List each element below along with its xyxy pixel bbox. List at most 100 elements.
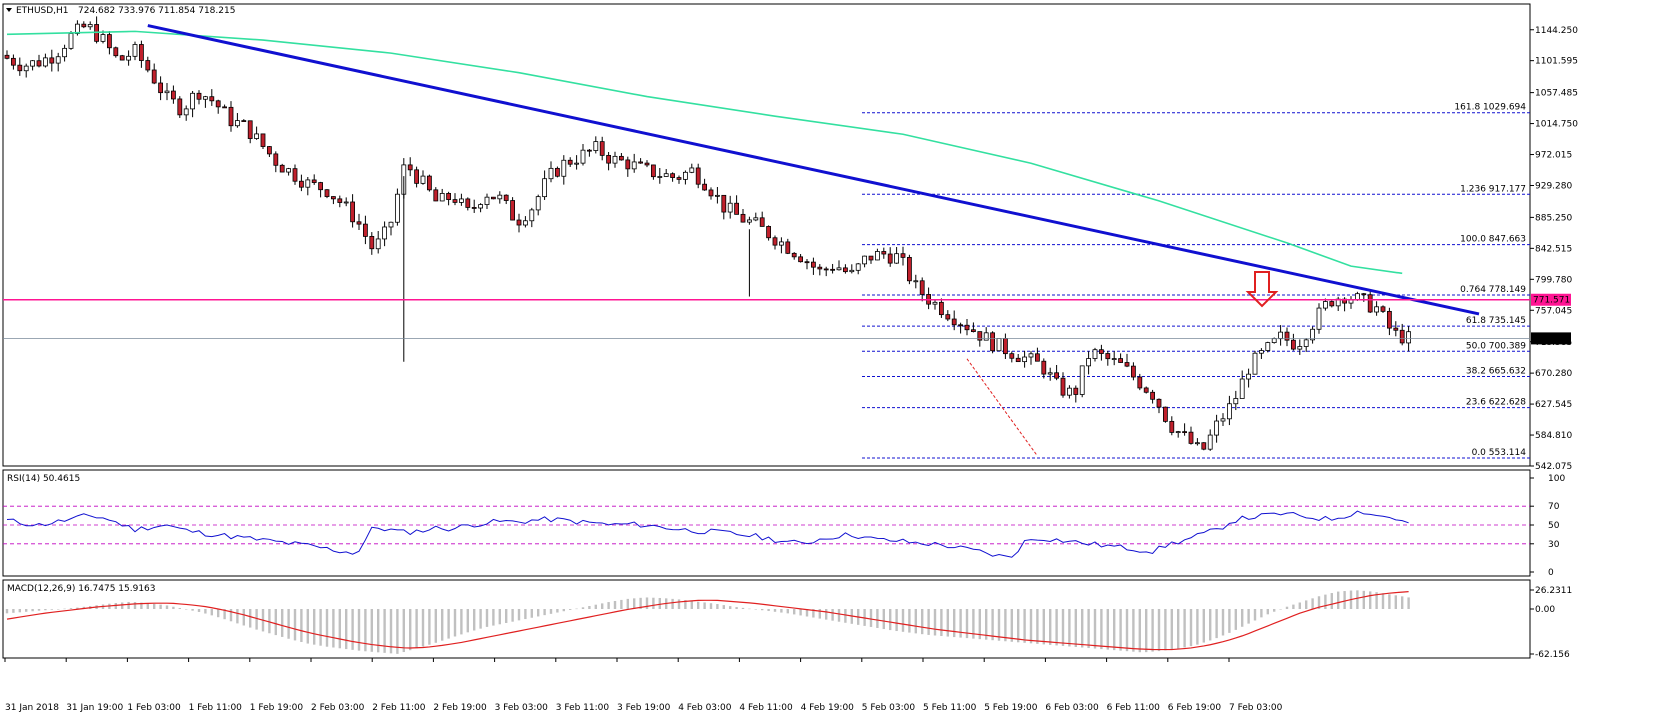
candle-body[interactable] [1047, 372, 1053, 375]
candle-body[interactable] [458, 198, 464, 203]
candle-body[interactable] [747, 219, 752, 223]
candle-body[interactable] [119, 55, 125, 61]
candle-body[interactable] [1099, 349, 1104, 354]
candle-body[interactable] [1169, 420, 1175, 433]
candle-body[interactable] [30, 60, 36, 67]
candle-body[interactable] [971, 329, 976, 333]
candle-body[interactable] [1214, 420, 1219, 436]
candle-body[interactable] [305, 179, 311, 188]
candle-body[interactable] [318, 182, 324, 191]
candle-body[interactable] [932, 301, 938, 305]
candle-body[interactable] [919, 280, 925, 295]
candle-body[interactable] [1297, 346, 1303, 350]
candle-body[interactable] [567, 159, 573, 165]
candle-body[interactable] [580, 149, 586, 164]
candle-body[interactable] [574, 162, 579, 165]
candle-body[interactable] [900, 253, 906, 258]
candle-body[interactable] [1252, 352, 1258, 375]
candle-body[interactable] [804, 261, 810, 264]
candle-body[interactable] [593, 141, 599, 151]
candle-body[interactable] [990, 332, 995, 352]
candle-body[interactable] [170, 90, 176, 100]
candle-body[interactable] [1380, 306, 1386, 312]
candle-body[interactable] [542, 178, 547, 198]
candle-body[interactable] [1111, 358, 1117, 360]
candle-body[interactable] [977, 331, 983, 341]
candle-body[interactable] [1355, 293, 1360, 300]
candle-body[interactable] [1278, 331, 1283, 340]
candle-body[interactable] [862, 255, 867, 265]
candle-body[interactable] [779, 241, 784, 246]
descending-trendline[interactable] [147, 24, 1480, 316]
candle-body[interactable] [913, 280, 919, 283]
candle-body[interactable] [753, 217, 759, 221]
candle-body[interactable] [1175, 431, 1181, 434]
candle-body[interactable] [362, 223, 368, 237]
candle-body[interactable] [791, 252, 797, 258]
candle-body[interactable] [23, 65, 29, 72]
candle-body[interactable] [612, 155, 618, 164]
candle-body[interactable] [209, 96, 215, 102]
candle-body[interactable] [273, 153, 279, 166]
candle-body[interactable] [1163, 406, 1168, 422]
candle-body[interactable] [1060, 377, 1066, 396]
candle-body[interactable] [516, 219, 522, 226]
candle-body[interactable] [868, 255, 874, 261]
candle-body[interactable] [817, 266, 823, 270]
candle-body[interactable] [849, 269, 855, 273]
candle-body[interactable] [356, 221, 362, 225]
candle-body[interactable] [420, 175, 426, 184]
candle-body[interactable] [1233, 398, 1239, 405]
candle-body[interactable] [107, 34, 112, 49]
candle-body[interactable] [4, 54, 10, 59]
candle-body[interactable] [651, 164, 656, 178]
candle-body[interactable] [1399, 329, 1405, 344]
candle-body[interactable] [1150, 391, 1155, 400]
candle-body[interactable] [1143, 387, 1149, 393]
candle-body[interactable] [234, 120, 240, 127]
candle-body[interactable] [1003, 338, 1008, 355]
candle-body[interactable] [10, 57, 16, 66]
candle-body[interactable] [471, 207, 477, 209]
candle-body[interactable] [836, 267, 842, 271]
candle-body[interactable] [158, 82, 164, 94]
candle-body[interactable] [62, 47, 67, 58]
candle-body[interactable] [529, 209, 535, 222]
candle-body[interactable] [663, 173, 669, 177]
candle-body[interactable] [1022, 356, 1027, 363]
candle-body[interactable] [1310, 328, 1315, 341]
candle-body[interactable] [452, 199, 458, 203]
candle-body[interactable] [1284, 331, 1290, 341]
candle-body[interactable] [875, 251, 880, 261]
candle-body[interactable] [343, 201, 349, 204]
candle-body[interactable] [619, 155, 624, 161]
candle-body[interactable] [388, 221, 394, 228]
candle-body[interactable] [375, 238, 381, 250]
candle-body[interactable] [766, 226, 771, 239]
candle-body[interactable] [599, 141, 605, 156]
candle-body[interactable] [523, 220, 528, 226]
candle-body[interactable] [497, 194, 503, 200]
candle-body[interactable] [292, 168, 298, 182]
candle-body[interactable] [164, 90, 170, 94]
candle-body[interactable] [1265, 342, 1271, 351]
symbol-dropdown-icon[interactable] [6, 8, 12, 12]
candle-body[interactable] [740, 213, 746, 223]
candle-body[interactable] [55, 56, 61, 64]
candle-body[interactable] [823, 268, 829, 271]
candle-body[interactable] [1156, 398, 1162, 408]
candle-body[interactable] [657, 176, 663, 178]
candle-body[interactable] [1246, 373, 1251, 380]
candle-body[interactable] [138, 44, 144, 61]
candle-body[interactable] [907, 256, 912, 282]
candle-body[interactable] [1009, 353, 1015, 359]
candle-body[interactable] [811, 261, 816, 268]
candle-body[interactable] [241, 120, 247, 122]
candle-body[interactable] [228, 106, 234, 127]
candle-body[interactable] [606, 154, 611, 164]
candle-body[interactable] [1361, 293, 1367, 296]
candle-body[interactable] [17, 64, 23, 72]
candle-body[interactable] [881, 251, 887, 255]
candle-body[interactable] [1201, 442, 1207, 450]
